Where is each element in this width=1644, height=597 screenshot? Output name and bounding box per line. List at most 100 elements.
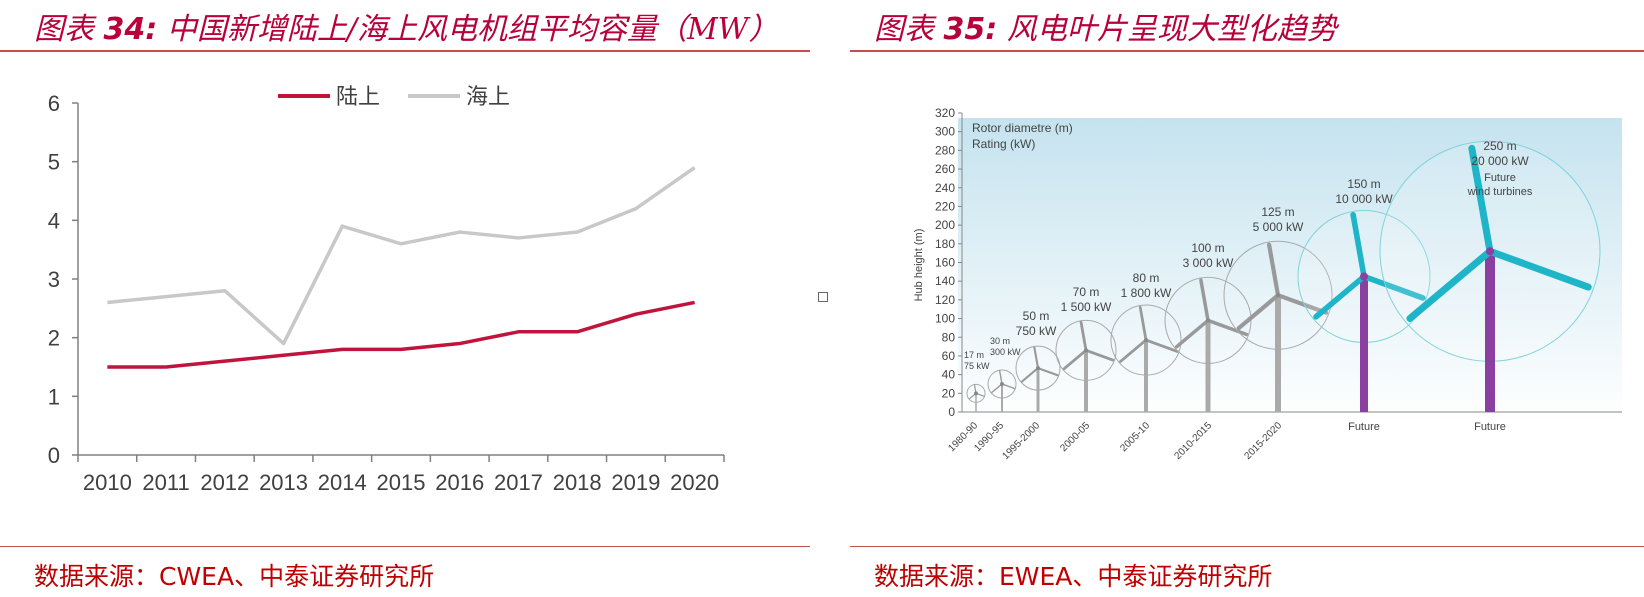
fig-y-tick-label: 280 (935, 143, 955, 157)
fig-legend-line1: Rotor diametre (m) (972, 121, 1073, 135)
turbine-blade (1199, 278, 1210, 323)
turbine-blade (1275, 293, 1329, 315)
fig-y-axis-label: Hub height (m) (913, 229, 925, 302)
x-tick-label: 2011 (142, 470, 189, 495)
y-tick-label: 0 (48, 443, 60, 468)
turbine-blade (1266, 242, 1281, 298)
turbine-diameter-label: 125 m (1261, 205, 1294, 219)
turbine-hub (974, 391, 978, 396)
turbine-blade (1001, 383, 1016, 390)
left-source-text: 数据来源：CWEA、中泰证券研究所 (34, 562, 435, 591)
right-source-text: 数据来源：EWEA、中泰证券研究所 (874, 562, 1273, 591)
turbine-diameter-label: 30 m (990, 336, 1010, 346)
fig-y-tick-label: 160 (935, 256, 955, 270)
series-line-offshore (107, 166, 696, 346)
turbine-hub (1084, 348, 1088, 353)
turbine-blade (1020, 367, 1040, 383)
y-tick-label: 2 (48, 326, 60, 351)
fig-y-tick-label: 80 (942, 330, 956, 344)
period-label: 2010-2015 (1173, 420, 1215, 462)
turbine-note-label: Future (1484, 172, 1516, 184)
turbine-blade (998, 370, 1003, 385)
x-tick-label: 2015 (377, 470, 426, 495)
fig-y-tick-label: 60 (942, 349, 956, 363)
fig-y-tick-label: 200 (935, 218, 955, 232)
left-source: 数据来源：CWEA、中泰证券研究所 (0, 546, 810, 597)
fig-y-tick-label: 320 (935, 106, 955, 120)
turbine-blade (1313, 273, 1367, 320)
fig-y-tick-label: 140 (935, 274, 955, 288)
left-panel: 图表 34: 中国新增陆上/海上风电机组平均容量（MW） 0 1 2 3 4 5 6 2010… (0, 0, 810, 596)
line-chart: 0 1 2 3 4 5 6 2010 2011 2012 2013 2014 2015 2016 2017 2… (0, 60, 810, 540)
fig-y-tick-label: 0 (948, 405, 955, 419)
turbine-hub (1360, 272, 1368, 281)
right-header-title: 图表 35: 风电叶片呈现大型化趋势 (874, 12, 1337, 47)
fig-y-tick-label: 180 (935, 237, 955, 251)
turbine-blade (1144, 338, 1179, 353)
fig-y-tick-label: 260 (935, 162, 955, 176)
turbine-note-label: wind turbines (1467, 186, 1533, 198)
y-tick-label: 4 (48, 208, 60, 233)
x-tick-label: 2010 (83, 470, 132, 495)
x-tick-label: 2016 (435, 470, 484, 495)
fig-y-tick-label: 100 (935, 312, 955, 326)
fig-y-tick-label: 220 (935, 199, 955, 213)
period-label: Future (1474, 421, 1506, 433)
turbine-diameter-label: 70 m (1073, 285, 1100, 299)
series-line-onshore (107, 300, 695, 369)
turbine-rating-label: 75 kW (964, 361, 990, 371)
turbine-figure: 0 20 40 60 80 100 120 140 160 180 200 220 240 260 280 3… (850, 100, 1644, 540)
turbine-rating-label: 1 500 kW (1061, 300, 1112, 314)
period-label: Future (1348, 421, 1380, 433)
legend-label: 陆上 (336, 85, 380, 110)
y-tick-label: 1 (48, 384, 60, 409)
turbine-blade (1062, 348, 1088, 371)
x-tick-label: 2018 (553, 470, 602, 495)
turbine-hub (1276, 293, 1280, 298)
period-label: 2005-10 (1118, 420, 1152, 454)
right-header: 图表 35: 风电叶片呈现大型化趋势 (850, 0, 1644, 52)
left-header: 图表 34: 中国新增陆上/海上风电机组平均容量（MW） (0, 0, 810, 52)
y-tick-label: 3 (48, 267, 60, 292)
turbine-blade (1174, 318, 1210, 349)
period-label: 1995-2000 (1001, 420, 1043, 462)
turbine-diameter-label: 250 m (1483, 139, 1516, 153)
y-tick-label: 6 (48, 91, 60, 116)
turbine-hub (1000, 381, 1004, 386)
period-label: 1990-95 (972, 420, 1006, 454)
turbine-rating-label: 5 000 kW (1253, 220, 1304, 234)
period-label: 2000-05 (1058, 420, 1092, 454)
turbine-rating-label: 300 kW (990, 347, 1021, 357)
fig-y-tick-label: 20 (942, 386, 956, 400)
turbine-blade (1361, 273, 1426, 301)
turbine-hub (1486, 247, 1494, 256)
turbine-blade (1033, 346, 1040, 370)
turbine-blade (1206, 318, 1249, 337)
fig-y-tick-label: 40 (942, 368, 956, 382)
x-tick-label: 2013 (259, 470, 308, 495)
turbine-blade (1079, 320, 1088, 352)
turbine-blade (1084, 348, 1115, 362)
right-panel: 图表 35: 风电叶片呈现大型化趋势 0 20 40 60 80 100 120 140 160… (850, 0, 1644, 596)
turbine-rating-label: 20 000 kW (1471, 154, 1529, 168)
turbine-blade (1468, 144, 1494, 255)
turbine-rating-label: 3 000 kW (1183, 256, 1234, 270)
turbine-blade (1486, 247, 1592, 291)
period-label: 2015-2020 (1243, 420, 1285, 462)
x-tick-label: 2012 (200, 470, 249, 495)
turbine-blade (1406, 247, 1494, 322)
turbine-blade (1236, 293, 1281, 331)
turbine-rating-label: 1 800 kW (1121, 286, 1172, 300)
turbine-blade (1119, 338, 1148, 363)
turbine-diameter-label: 100 m (1191, 241, 1224, 255)
turbine-blade (1138, 305, 1148, 342)
x-tick-label: 2014 (318, 470, 367, 495)
turbine-diameter-label: 150 m (1347, 177, 1380, 191)
left-header-title: 图表 34: 中国新增陆上/海上风电机组平均容量（MW） (34, 12, 779, 47)
fig-y-tick-label: 120 (935, 293, 955, 307)
y-tick-label: 5 (48, 150, 60, 175)
x-tick-label: 2017 (494, 470, 543, 495)
x-tick-label: 2019 (611, 470, 660, 495)
turbine-blade (991, 383, 1003, 394)
turbine-blade (1036, 367, 1059, 377)
